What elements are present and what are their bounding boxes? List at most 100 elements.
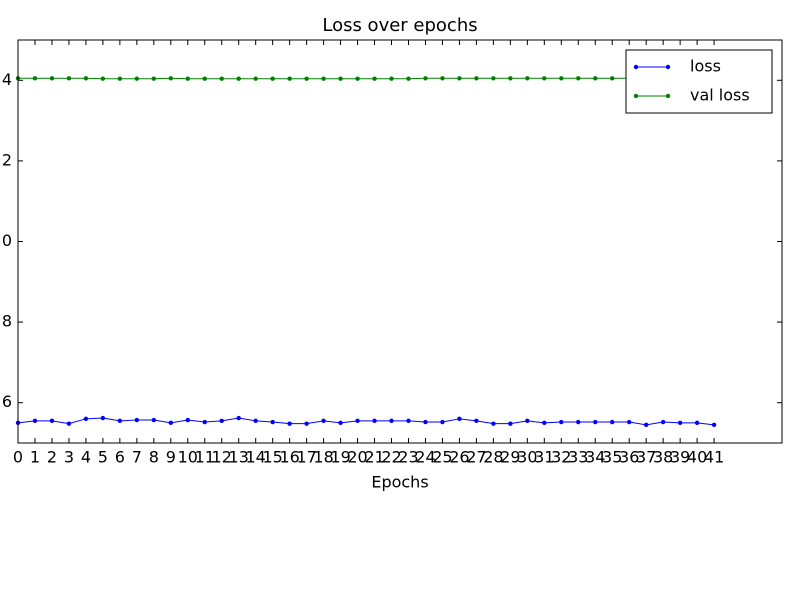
x-tick-label: 33 [568, 448, 588, 467]
data-point [321, 76, 326, 81]
x-tick-label: 21 [364, 448, 384, 467]
x-tick-label: 28 [483, 448, 503, 467]
data-point [508, 76, 513, 81]
x-tick-label: 29 [500, 448, 520, 467]
data-point [304, 76, 309, 81]
data-point [270, 76, 275, 81]
data-point [508, 421, 513, 426]
data-point [185, 76, 190, 81]
x-tick-label: 13 [229, 448, 249, 467]
legend-swatch [665, 93, 671, 99]
x-tick-label: 30 [517, 448, 537, 467]
legend-swatch [633, 64, 639, 70]
data-point [338, 76, 343, 81]
legend-swatch [633, 93, 639, 99]
data-point [474, 418, 479, 424]
data-point [32, 76, 38, 81]
series-line [17, 417, 715, 426]
data-point [219, 418, 224, 424]
data-point [253, 418, 258, 424]
data-point [338, 420, 343, 426]
data-point [372, 418, 377, 424]
x-tick-label: 39 [670, 448, 690, 467]
legend-box [625, 49, 773, 114]
data-point [270, 419, 275, 425]
data-point [491, 421, 496, 426]
data-point [542, 420, 547, 426]
data-point [694, 420, 700, 426]
data-point [168, 76, 173, 81]
chart-title: Loss over epochs [322, 15, 477, 36]
x-tick-label: 1 [30, 448, 40, 467]
x-tick-label: 25 [432, 448, 452, 467]
data-point [423, 76, 428, 81]
data-point [559, 76, 564, 81]
x-tick-label: 26 [449, 448, 469, 467]
y-tick-label: 2 [2, 150, 12, 169]
x-tick-label: 19 [330, 448, 350, 467]
data-point [117, 418, 123, 424]
x-tick-label: 38 [653, 448, 673, 467]
data-point [559, 419, 564, 425]
data-point [457, 76, 462, 81]
data-point [643, 422, 649, 428]
data-point [660, 419, 666, 425]
legend-label: loss [690, 57, 721, 76]
x-tick-label: 24 [415, 448, 435, 467]
data-point [287, 76, 292, 81]
x-tick-label: 12 [212, 448, 232, 467]
y-tick-label: 4 [2, 70, 12, 89]
y-tick-label: 0 [2, 231, 12, 250]
x-tick-label: 41 [704, 448, 724, 467]
data-point [151, 417, 157, 423]
data-point [525, 418, 530, 424]
y-tick-label: 6 [2, 392, 12, 411]
x-tick-label: 20 [347, 448, 367, 467]
x-tick-label: 37 [636, 448, 656, 467]
data-point [236, 415, 241, 421]
data-point [117, 76, 123, 81]
data-point [491, 76, 496, 81]
x-tick-label: 17 [296, 448, 316, 467]
data-point [627, 419, 632, 425]
x-tick-label: 18 [313, 448, 333, 467]
data-point [49, 76, 55, 81]
data-point [389, 418, 394, 424]
data-point [406, 76, 411, 81]
data-point [321, 418, 326, 424]
x-tick-label: 3 [64, 448, 74, 467]
data-point [185, 417, 190, 423]
legend-swatch [665, 64, 671, 70]
data-point [100, 76, 106, 81]
data-point [253, 76, 258, 81]
data-point [406, 418, 411, 424]
data-point [576, 419, 581, 425]
data-point [525, 76, 530, 81]
data-point [474, 76, 479, 81]
x-tick-label: 15 [262, 448, 282, 467]
data-point [134, 417, 140, 423]
data-point [49, 418, 55, 424]
x-tick-label: 32 [551, 448, 571, 467]
x-tick-label: 6 [115, 448, 125, 467]
data-point [440, 76, 445, 81]
x-tick-label: 23 [398, 448, 418, 467]
data-point [83, 76, 89, 81]
x-tick-label: 16 [279, 448, 299, 467]
x-tick-label: 22 [381, 448, 401, 467]
data-point [610, 419, 615, 425]
x-axis-label: Epochs [371, 473, 428, 492]
data-point [389, 76, 394, 81]
data-point [457, 416, 462, 422]
plot-frame [17, 39, 783, 444]
y-tick-label: 8 [2, 312, 12, 331]
data-point [202, 419, 207, 425]
data-point [66, 421, 72, 426]
x-tick-label: 31 [534, 448, 554, 467]
data-point [304, 421, 309, 426]
data-point [711, 422, 717, 428]
data-point [355, 418, 360, 424]
x-tick-label: 5 [98, 448, 108, 467]
data-point [100, 415, 106, 421]
data-point [423, 419, 428, 425]
